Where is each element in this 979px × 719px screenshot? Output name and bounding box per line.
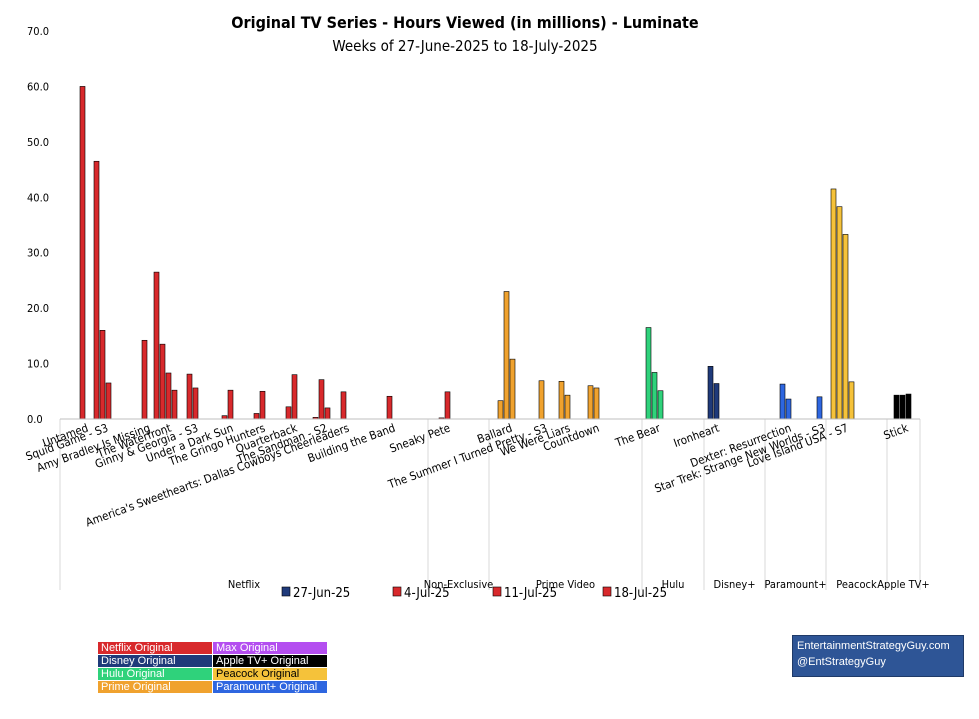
y-tick-label: 10.0: [27, 358, 49, 371]
legend-label-4-jul-25: 4-Jul-25: [404, 586, 450, 601]
bar-the-waterfront-4-jul-25: [159, 343, 166, 420]
group-label-non-exclusive: Non-Exclusive: [424, 578, 494, 591]
bar-untamed-4-jul-25: [79, 86, 86, 420]
key-paramount-original: Paramount+ Original: [212, 680, 328, 694]
x-label-sneaky-pete: Sneaky Pete: [388, 421, 452, 456]
bar-we-were-liars-4-jul-25: [558, 381, 565, 420]
legend-label-11-jul-25: 11-Jul-25: [504, 586, 557, 601]
bar-the-summer-i-turned-pretty-s3-18-jul-25: [538, 380, 545, 420]
chart-grid: [59, 419, 921, 590]
bar-squid-game-s3-27-jun-25: [93, 160, 100, 420]
group-label-paramount: Paramount+: [764, 578, 826, 591]
group-label-peacock: Peacock: [836, 578, 877, 591]
bar-quarterback-4-jul-25: [285, 406, 292, 420]
bar-the-waterfront-11-jul-25: [165, 372, 172, 420]
y-tick-label: 60.0: [27, 80, 49, 93]
key-netflix-original: Netflix Original: [97, 641, 213, 655]
key-prime-original: Prime Original: [97, 680, 213, 694]
bar-stick-27-jun-25: [893, 394, 900, 420]
bar-quarterback-11-jul-25: [291, 374, 298, 420]
bar-we-were-liars-11-jul-25: [564, 394, 571, 420]
legend-swatch-4-jul-25: [392, 586, 402, 597]
bar-dexter-resurrection-27-jun-25: [779, 383, 786, 420]
bar-dexter-resurrection-4-jul-25: [785, 398, 792, 420]
y-tick-label: 0.0: [27, 413, 43, 426]
bar-ironheart-27-jun-25: [707, 366, 714, 420]
bar-ginny-georgia-s3-11-jul-25: [192, 387, 199, 420]
x-label-the-summer-i-turned-pretty-s3: The Summer I Turned Pretty - S3: [385, 421, 549, 492]
group-label-netflix: Netflix: [228, 578, 260, 591]
key-peacock-original: Peacock Original: [212, 667, 328, 681]
bar-the-sandman-s2-11-jul-25: [318, 379, 325, 420]
bar-ballard-18-jul-25: [509, 358, 516, 420]
legend-label-27-jun-25: 27-Jun-25: [293, 586, 350, 601]
bar-the-waterfront-18-jul-25: [171, 389, 178, 420]
credit-website: EntertainmentStrategyGuy.com: [797, 640, 950, 652]
bar-ballard-4-jul-25: [497, 400, 504, 420]
legend-label-18-jul-25: 18-Jul-25: [614, 586, 667, 601]
key-apple-original: Apple TV+ Original: [212, 654, 328, 668]
color-key-table: Netflix Original Max Original Disney Ori…: [97, 641, 328, 694]
group-label-apple-tv: Apple TV+: [877, 578, 929, 591]
chart-subtitle: Weeks of 27-June-2025 to 18-July-2025: [332, 37, 597, 55]
key-max-original: Max Original: [212, 641, 328, 655]
bar-ginny-georgia-s3-4-jul-25: [186, 373, 193, 420]
group-label-disney: Disney+: [713, 578, 755, 591]
credit-handle: @EntStrategyGuy: [797, 656, 886, 668]
y-tick-label: 70.0: [27, 25, 49, 38]
bar-building-the-band-18-jul-25: [386, 395, 393, 420]
y-tick-label: 50.0: [27, 136, 49, 149]
x-label-countdown: Countdown: [541, 421, 601, 454]
chart-bars: [79, 86, 912, 420]
chart-text: Original TV Series - Hours Viewed (in mi…: [24, 13, 930, 601]
bar-love-island-usa-s7-27-jun-25: [830, 188, 837, 420]
group-label-hulu: Hulu: [662, 578, 685, 591]
bar-love-island-usa-s7-11-jul-25: [842, 234, 849, 420]
group-label-prime-video: Prime Video: [536, 578, 595, 591]
bar-the-sandman-s2-18-jul-25: [324, 407, 331, 420]
bar-squid-game-s3-4-jul-25: [99, 330, 106, 420]
bar-countdown-11-jul-25: [593, 387, 600, 420]
legend-swatch-27-jun-25: [281, 586, 291, 597]
bar-amy-bradley-is-missing-18-jul-25: [141, 339, 148, 420]
bar-countdown-4-jul-25: [587, 385, 594, 420]
x-label-ironheart: Ironheart: [672, 421, 721, 450]
y-tick-label: 30.0: [27, 247, 49, 260]
bar-the-bear-27-jun-25: [645, 327, 652, 420]
key-disney-original: Disney Original: [97, 654, 213, 668]
bar-america-s-sweethearts-dallas-cowboys-cheerleaders-11-jul-25: [340, 391, 347, 420]
bar-the-bear-4-jul-25: [651, 372, 658, 420]
bar-love-island-usa-s7-4-jul-25: [836, 206, 843, 420]
x-label-stick: Stick: [882, 421, 910, 443]
bar-sneaky-pete-11-jul-25: [444, 391, 451, 420]
key-hulu-original: Hulu Original: [97, 667, 213, 681]
x-label-star-trek-strange-new-worlds-s3: Star Trek: Strange New Worlds - S3: [653, 421, 827, 496]
bar-stick-18-jul-25: [905, 393, 912, 420]
bar-love-island-usa-s7-18-jul-25: [848, 381, 855, 420]
bar-under-a-dark-sun-11-jul-25: [227, 389, 234, 420]
bar-star-trek-strange-new-worlds-s3-11-jul-25: [816, 396, 823, 420]
legend-swatch-18-jul-25: [602, 586, 612, 597]
bar-the-waterfront-27-jun-25: [153, 271, 160, 420]
credit-box: EntertainmentStrategyGuy.com @EntStrateg…: [792, 635, 964, 677]
y-tick-label: 20.0: [27, 302, 49, 315]
bar-the-gringo-hunters-11-jul-25: [259, 390, 266, 420]
bar-ironheart-4-jul-25: [713, 383, 720, 420]
chart-title: Original TV Series - Hours Viewed (in mi…: [231, 13, 699, 32]
bar-squid-game-s3-11-jul-25: [105, 382, 112, 420]
bar-the-gringo-hunters-4-jul-25: [253, 413, 260, 420]
x-label-the-bear: The Bear: [613, 420, 663, 450]
bar-stick-4-jul-25: [899, 394, 906, 420]
bar-ballard-11-jul-25: [503, 291, 510, 420]
bar-the-bear-11-jul-25: [657, 390, 664, 420]
legend-swatch-11-jul-25: [492, 586, 502, 597]
y-tick-label: 40.0: [27, 191, 49, 204]
